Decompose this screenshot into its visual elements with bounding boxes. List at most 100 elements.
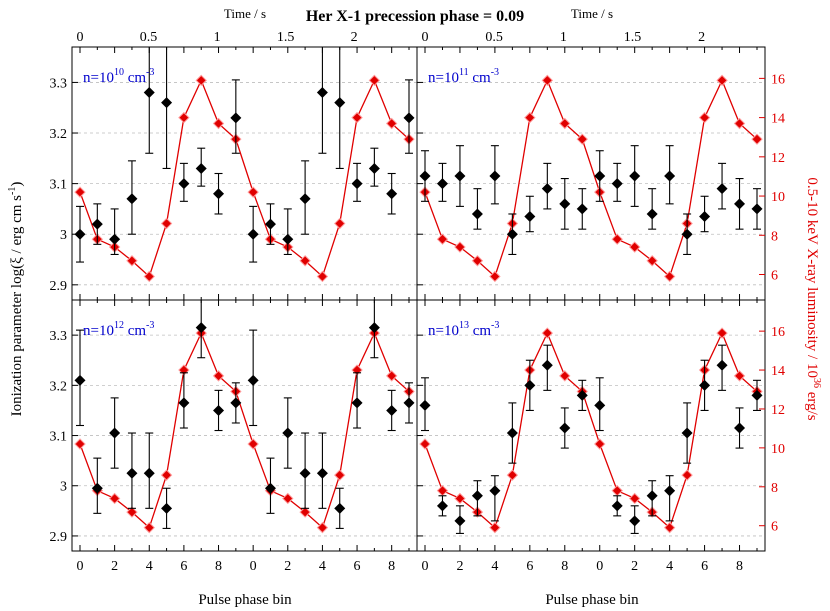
x-bin-label: 4 bbox=[146, 559, 153, 574]
ionization-point bbox=[247, 228, 259, 240]
luminosity-point bbox=[351, 111, 363, 124]
right-axis-label-sup: 36 bbox=[811, 378, 822, 388]
ionization-point bbox=[734, 198, 746, 210]
luminosity-point bbox=[594, 438, 606, 450]
ionization-point bbox=[419, 170, 431, 182]
luminosity-point bbox=[334, 217, 346, 230]
density-label: n=1013 cm-3 bbox=[428, 320, 499, 339]
x-bin-label: 2 bbox=[111, 559, 118, 574]
y-left-tick-label: 2.9 bbox=[50, 530, 68, 545]
top-time-tick-label: 1.5 bbox=[277, 30, 295, 45]
luminosity-point bbox=[489, 521, 501, 534]
density-unit-exponent: -3 bbox=[146, 320, 154, 331]
luminosity-line bbox=[79, 78, 410, 278]
ionization-point bbox=[681, 228, 693, 240]
top-time-tick-label: 1 bbox=[560, 30, 567, 45]
ionization-point bbox=[299, 193, 311, 205]
ionization-point bbox=[213, 188, 225, 200]
density-unit: cm bbox=[124, 70, 146, 86]
left-axis-label-end: ) bbox=[9, 182, 25, 187]
y-left-tick-label: 3 bbox=[60, 480, 67, 495]
luminosity-point bbox=[628, 492, 641, 505]
luminosity-point bbox=[385, 370, 398, 382]
luminosity-point bbox=[143, 270, 155, 283]
ionization-point bbox=[161, 502, 173, 514]
ionization-point bbox=[559, 422, 571, 434]
density-base: n=10 bbox=[428, 70, 459, 86]
luminosity-point bbox=[143, 521, 155, 534]
ionization-point bbox=[734, 422, 746, 434]
x-bin-label: 0 bbox=[250, 559, 257, 574]
luminosity-point bbox=[334, 469, 346, 481]
ionization-point bbox=[91, 482, 103, 494]
luminosity-point bbox=[541, 327, 554, 339]
ionization-point bbox=[247, 374, 259, 386]
ionization-point bbox=[576, 203, 588, 215]
ionization-point bbox=[230, 112, 242, 124]
y-right-tick-label: 10 bbox=[771, 190, 785, 205]
left-axis-label: Ionization parameter log(ξ / erg cm s-1) bbox=[7, 182, 25, 417]
ionization-point bbox=[716, 359, 728, 371]
ionization-point bbox=[334, 502, 346, 514]
x-bin-label: 0 bbox=[77, 559, 84, 574]
luminosity-point bbox=[611, 484, 623, 497]
ionization-point bbox=[506, 228, 518, 240]
ionization-point bbox=[664, 170, 676, 182]
ionization-point bbox=[664, 485, 676, 497]
luminosity-point bbox=[419, 438, 431, 450]
y-right-tick-label: 14 bbox=[771, 112, 785, 127]
density-unit-exponent: -3 bbox=[491, 320, 499, 331]
ionization-point bbox=[213, 404, 225, 416]
ionization-point bbox=[699, 379, 711, 391]
ionization-point bbox=[230, 397, 242, 409]
luminosity-point bbox=[628, 241, 641, 253]
top-time-tick-label: 0.5 bbox=[140, 30, 158, 45]
x-bin-label: 8 bbox=[736, 559, 743, 574]
grid-lines bbox=[72, 82, 765, 537]
y-left-tick-label: 3.1 bbox=[50, 430, 68, 445]
x-bin-label: 8 bbox=[561, 559, 568, 574]
ionization-point bbox=[351, 397, 363, 409]
luminosity-point bbox=[698, 111, 711, 124]
ionization-point bbox=[594, 170, 606, 182]
luminosity-point bbox=[663, 270, 676, 283]
ionization-point bbox=[559, 198, 571, 210]
luminosity-point bbox=[541, 74, 554, 87]
ionization-point bbox=[629, 170, 641, 182]
luminosity-point bbox=[212, 117, 225, 130]
ionization-point bbox=[195, 322, 207, 334]
x-bin-label: 2 bbox=[631, 559, 638, 574]
ionization-point bbox=[629, 515, 641, 527]
x-bin-label: 6 bbox=[701, 559, 708, 574]
ionization-point bbox=[471, 208, 483, 220]
density-unit: cm bbox=[124, 323, 146, 339]
luminosity-point bbox=[247, 186, 259, 198]
top-time-tick-label: 2 bbox=[351, 30, 358, 45]
luminosity-point bbox=[108, 492, 121, 505]
luminosity-point bbox=[282, 492, 294, 505]
ionization-point bbox=[646, 208, 658, 220]
x-bin-label: 4 bbox=[319, 559, 326, 574]
top-time-tick-label: 1.5 bbox=[624, 30, 642, 45]
ionization-point bbox=[195, 162, 207, 174]
ionization-point bbox=[334, 97, 346, 109]
luminosity-point bbox=[506, 469, 519, 481]
y-right-tick-label: 14 bbox=[771, 364, 785, 379]
density-unit: cm bbox=[469, 323, 491, 339]
y-right-tick-label: 12 bbox=[771, 151, 785, 166]
luminosity-line bbox=[79, 331, 410, 529]
luminosity-point bbox=[716, 74, 728, 87]
luminosity-point bbox=[454, 241, 466, 253]
luminosity-point bbox=[247, 438, 259, 450]
density-base: n=10 bbox=[428, 323, 459, 339]
x-bin-label: 0 bbox=[596, 559, 603, 574]
ionization-point bbox=[143, 467, 155, 479]
ionization-point bbox=[419, 399, 431, 411]
luminosity-point bbox=[299, 506, 311, 518]
density-unit: cm bbox=[469, 70, 491, 86]
x-bin-label: 0 bbox=[422, 559, 429, 574]
x-bin-label: 6 bbox=[354, 559, 361, 574]
density-label: n=1012 cm-3 bbox=[83, 320, 154, 339]
ionization-point bbox=[489, 170, 501, 182]
y-right-tick-label: 12 bbox=[771, 403, 785, 418]
